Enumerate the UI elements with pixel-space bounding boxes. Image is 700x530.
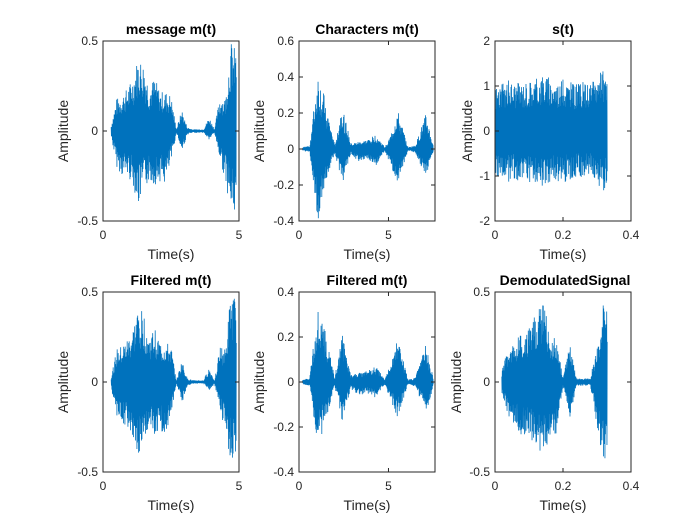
y-tick-label: 0 xyxy=(483,124,490,138)
y-tick-label: -0.2 xyxy=(273,178,294,192)
signal-trace xyxy=(110,44,237,210)
x-axis-label: Time(s) xyxy=(148,246,195,262)
y-tick-label: -0.5 xyxy=(469,465,490,479)
y-axis-label: Amplitude xyxy=(459,100,475,162)
y-tick-label: 0.6 xyxy=(277,34,294,48)
axes-border xyxy=(298,291,436,473)
axis-ticks: -0.4 -0.2 0 0.2 0.4 0 5 xyxy=(273,285,435,493)
x-tick-label: 0.2 xyxy=(555,228,572,242)
signal-trace xyxy=(110,298,237,458)
y-axis-label: Amplitude xyxy=(251,100,267,162)
signal-trace xyxy=(501,305,608,459)
y-tick-label: -1 xyxy=(479,169,490,183)
y-axis-label: Amplitude xyxy=(251,351,267,413)
x-axis-label: Time(s) xyxy=(344,246,391,262)
y-tick-label: 0.4 xyxy=(277,70,294,84)
x-tick-label: 5 xyxy=(385,228,392,242)
x-axis-label: Time(s) xyxy=(344,497,391,513)
y-tick-label: 0 xyxy=(91,375,98,389)
y-tick-label: -0.4 xyxy=(273,465,294,479)
y-tick-label: 1 xyxy=(483,79,490,93)
x-tick-label: 0.2 xyxy=(555,479,572,493)
x-tick-label: 0 xyxy=(492,228,499,242)
plot-area xyxy=(302,81,434,219)
axes-border xyxy=(298,40,436,222)
axes-border xyxy=(494,291,632,473)
y-tick-label: 0 xyxy=(91,124,98,138)
signal-trace xyxy=(302,312,434,435)
x-tick-label: 5 xyxy=(236,228,243,242)
panel-s: -2 -1 0 1 2 0 0.2 0.4 s(t) Time(s) Amplitude xyxy=(459,21,640,262)
plot-area xyxy=(110,44,237,210)
x-tick-label: 0.4 xyxy=(623,479,640,493)
x-axis-label: Time(s) xyxy=(540,497,587,513)
y-tick-label: 0.5 xyxy=(473,285,490,299)
y-tick-label: 0 xyxy=(287,142,294,156)
plot-area xyxy=(110,298,237,458)
y-tick-label: -0.2 xyxy=(273,420,294,434)
panel-title: message m(t) xyxy=(126,21,216,37)
axes-border xyxy=(102,40,240,222)
panel-title: s(t) xyxy=(552,21,574,37)
x-tick-label: 0 xyxy=(100,479,107,493)
panel-filtered-1: -0.500.50 5 Filtered m(t) Time(s) Amplitu… xyxy=(55,272,243,513)
panel-filtered-2: -0.4-0.200.20.40 5 Filtered m(t) Time(s) … xyxy=(251,272,436,513)
y-tick-label: 0.4 xyxy=(277,285,294,299)
plot-area xyxy=(302,312,434,435)
plot-area xyxy=(495,71,608,191)
x-tick-label: 0 xyxy=(296,479,303,493)
axes-border xyxy=(102,291,240,473)
panel-title: Characters m(t) xyxy=(315,21,418,37)
y-axis-label: Amplitude xyxy=(448,351,464,413)
x-tick-label: 0.4 xyxy=(623,228,640,242)
y-tick-label: 0.5 xyxy=(81,34,98,48)
y-tick-label: -0.5 xyxy=(77,465,98,479)
panel-message: -0.500.50 5 message m(t) Time(s) Amplitud… xyxy=(55,21,243,262)
panel-characters: -0.4 -0.2 0 0.2 0.4 0.6 0 5 Characters m(t) Tim… xyxy=(251,21,436,262)
panel-title: Filtered m(t) xyxy=(327,272,408,288)
y-tick-label: 0.2 xyxy=(277,330,294,344)
x-axis-label: Time(s) xyxy=(540,246,587,262)
x-tick-label: 5 xyxy=(385,479,392,493)
y-axis-label: Amplitude xyxy=(55,351,71,413)
x-tick-label: 0 xyxy=(100,228,107,242)
y-tick-label: 0 xyxy=(483,375,490,389)
axis-ticks: -0.500.50 5 xyxy=(77,285,242,493)
signal-trace xyxy=(302,81,434,219)
panel-title: Filtered m(t) xyxy=(131,272,212,288)
y-tick-label: -0.5 xyxy=(77,214,98,228)
x-tick-label: 5 xyxy=(236,479,243,493)
x-axis-label: Time(s) xyxy=(148,497,195,513)
y-tick-label: 0.2 xyxy=(277,106,294,120)
axes-border xyxy=(494,40,632,222)
plot-area xyxy=(501,305,608,459)
y-tick-label: -2 xyxy=(479,214,490,228)
signal-trace xyxy=(495,71,608,191)
x-tick-label: 0 xyxy=(296,228,303,242)
y-tick-label: 0 xyxy=(287,375,294,389)
y-axis-label: Amplitude xyxy=(55,100,71,162)
x-tick-label: 0 xyxy=(492,479,499,493)
y-tick-label: 0.5 xyxy=(81,285,98,299)
axis-ticks: -0.500.50 0.2 0.4 xyxy=(469,285,639,493)
y-tick-label: 2 xyxy=(483,34,490,48)
panel-demodulated: -0.500.50 0.2 0.4 DemodulatedSignal Time(s… xyxy=(448,272,640,513)
axis-ticks: -0.4 -0.2 0 0.2 0.4 0.6 0 5 xyxy=(273,34,435,242)
panel-title: DemodulatedSignal xyxy=(500,272,631,288)
y-tick-label: -0.4 xyxy=(273,214,294,228)
